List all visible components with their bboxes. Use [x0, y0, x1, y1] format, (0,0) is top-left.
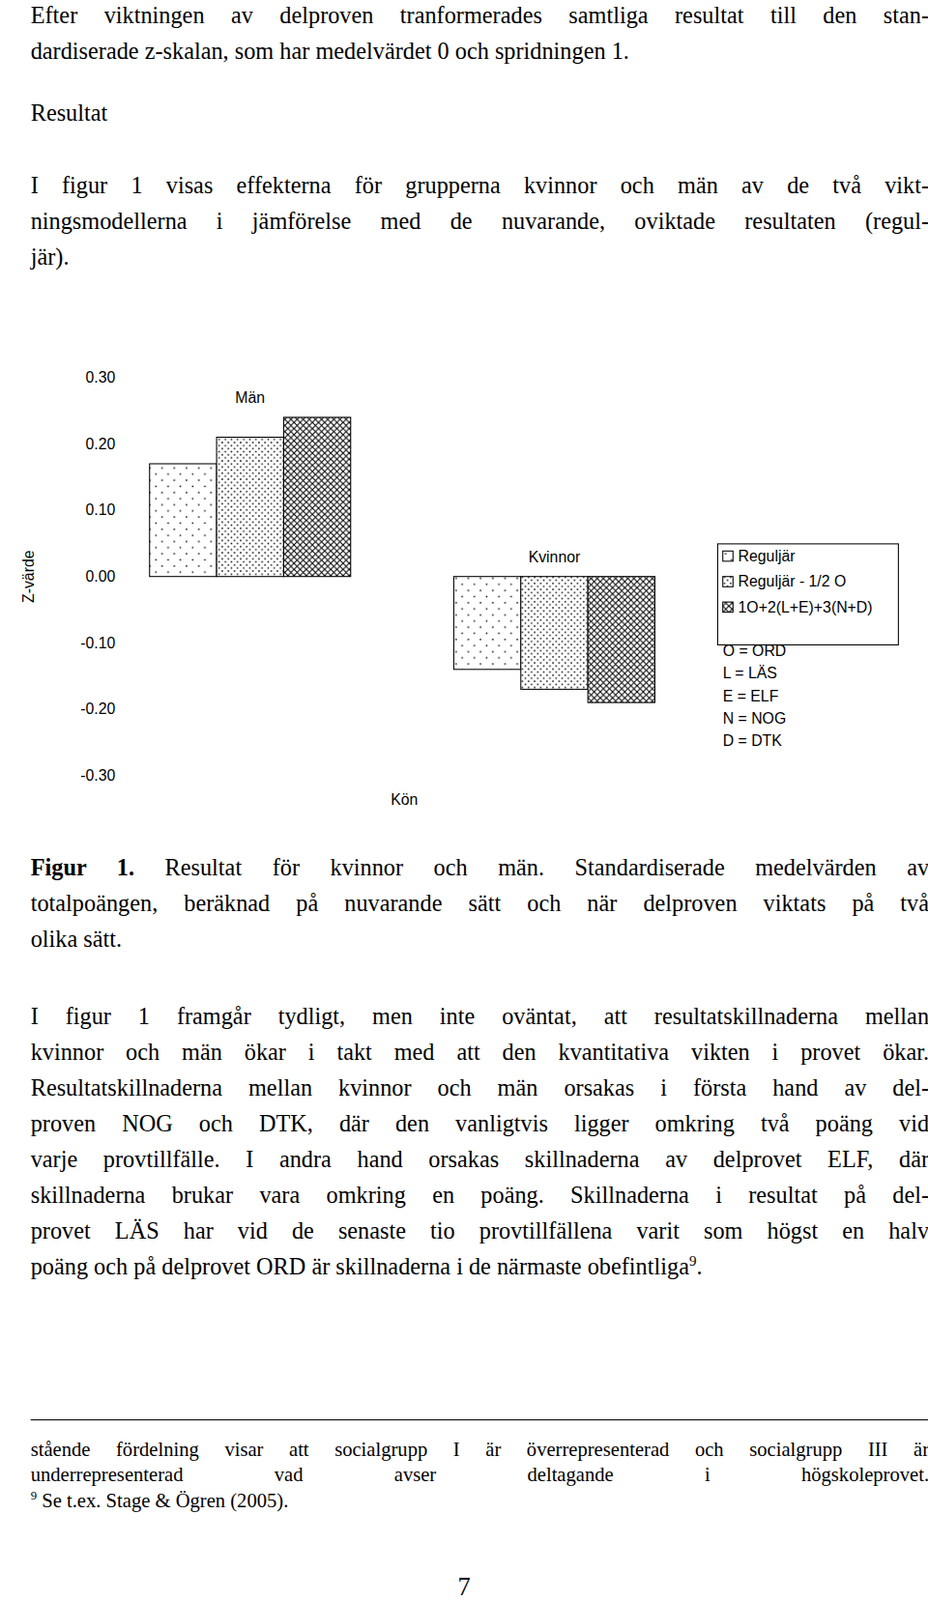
legend-label: Reguljär - 1/2 O — [738, 573, 847, 590]
paragraph-line: kvinnor och män ökar i takt med att den … — [30, 1034, 928, 1071]
footnote-text: Se t.ex. Stage & Ögren (2005). — [41, 1489, 289, 1511]
y-tick-label: 0.00 — [86, 568, 116, 585]
legend-label: 1O+2(L+E)+3(N+D) — [738, 599, 873, 616]
y-tick-label: 0.10 — [86, 501, 116, 519]
y-tick-label: -0.20 — [80, 700, 116, 718]
y-tick-label: -0.30 — [80, 767, 116, 784]
category-label: Män — [234, 389, 265, 406]
paragraph-line: ningsmodellerna i jämförelse med de nuva… — [30, 203, 928, 239]
footnote-rule — [30, 1420, 928, 1421]
y-tick-label: 0.30 — [86, 369, 116, 386]
paragraph-line: I figur 1 visas effekterna för grupperna… — [30, 167, 928, 203]
bar — [216, 437, 284, 578]
legend-label: Reguljär — [738, 548, 797, 565]
bars — [149, 417, 656, 703]
caption-label: Figur 1. — [30, 854, 135, 880]
paragraph-line: jär). — [30, 238, 928, 275]
annotation: E = ELF — [723, 688, 780, 705]
y-tick-label: 0.20 — [86, 435, 116, 453]
paragraph-line: dardiserade z-skalan, som har medelvärde… — [30, 32, 928, 69]
bar — [283, 417, 350, 578]
footnote-line: stående fördelning visar att socialgrupp… — [30, 1436, 928, 1462]
legend-swatch — [723, 577, 734, 588]
paragraph-line: poäng och på delprovet ORD är skillnader… — [30, 1248, 928, 1285]
footnote-mark: 9 — [30, 1488, 37, 1504]
legend-frame — [717, 544, 899, 646]
caption-line: olika sätt. — [30, 921, 928, 957]
annotation: D = DTK — [723, 732, 783, 750]
paragraph-line: provet LÄS har vid de senaste tio provti… — [30, 1213, 928, 1249]
category-label: Kvinnor — [528, 549, 581, 566]
chart: 0.30 0.20 0.10 0.00 -0.10 -0.20 -0.30 Z-värde Kö… — [0, 0, 928, 1600]
x-axis-label: Kön — [390, 791, 418, 809]
page: Efter viktningen av delproven tranformer… — [0, 0, 928, 1600]
footnote-line: 9 Se t.ex. Stage & Ögren (2005). — [30, 1487, 928, 1513]
text: poäng och på delprovet ORD är skillnader… — [30, 1253, 690, 1279]
caption-line: Figur 1. Resultat för kvinnor och män. S… — [30, 849, 928, 886]
bar — [149, 464, 217, 578]
footnote-ref: 9 — [689, 1252, 697, 1270]
bar — [587, 577, 655, 703]
caption-line: totalpoängen, beräknad på nuvarande sätt… — [30, 885, 928, 922]
bar — [521, 577, 588, 691]
y-tick-label: -0.10 — [80, 635, 116, 652]
legend: Reguljär Reguljär - 1/2 O 1O+2(L+E)+3(N+D) — [717, 544, 899, 646]
y-axis-label: Z-värde — [20, 550, 37, 604]
paragraph-line: skillnaderna brukar vara omkring en poän… — [30, 1177, 928, 1214]
bar — [453, 577, 521, 670]
heading: Resultat — [30, 94, 928, 131]
annotation: O = ORD — [723, 642, 787, 660]
paragraph-line: varje provtillfälle. I andra hand orsaka… — [30, 1141, 928, 1178]
caption-text: Resultat för kvinnor och män. Standardis… — [165, 854, 928, 880]
page-number: 7 — [0, 1569, 928, 1600]
paragraph-line: Efter viktningen av delproven tranformer… — [30, 0, 928, 33]
legend-swatch — [723, 602, 734, 613]
paragraph-line: I figur 1 framgår tydligt, men inte ovän… — [30, 998, 928, 1035]
footnote-line: underrepresenterad vad avser deltagande … — [30, 1462, 928, 1488]
annotation: N = NOG — [723, 710, 787, 727]
legend-swatch — [723, 551, 734, 562]
paragraph-line: Resultatskillnaderna mellan kvinnor och … — [30, 1070, 928, 1106]
paragraph-line: proven NOG och DTK, där den vanligtvis l… — [30, 1105, 928, 1142]
annotation: L = LÄS — [723, 665, 778, 682]
text: . — [696, 1253, 702, 1279]
